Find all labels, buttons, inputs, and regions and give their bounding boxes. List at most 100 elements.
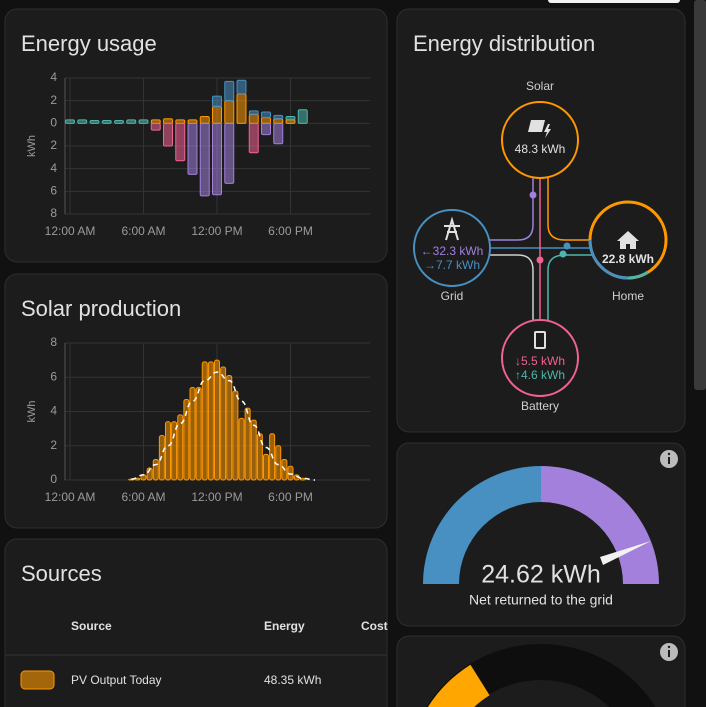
info-icon[interactable] <box>660 450 678 468</box>
home-node-segment <box>627 270 649 280</box>
gauge-segment <box>541 466 659 584</box>
battery-icon <box>534 331 546 349</box>
solar-node[interactable] <box>501 101 579 179</box>
y-tick-label: 2 <box>50 93 57 107</box>
bar <box>171 421 178 481</box>
card-title: Energy usage <box>21 31 157 56</box>
bar <box>199 116 210 124</box>
grid-node[interactable] <box>413 209 491 287</box>
home-icon <box>617 231 639 249</box>
y-tick-label: 8 <box>50 335 57 349</box>
bar <box>138 119 149 124</box>
bar <box>236 79 247 95</box>
bar <box>285 116 296 121</box>
bar <box>224 100 235 124</box>
bar <box>224 122 235 184</box>
bar <box>201 361 208 481</box>
bar <box>150 119 161 124</box>
info-icon[interactable] <box>660 643 678 661</box>
x-tick-label: 12:00 PM <box>191 224 242 238</box>
bar <box>101 120 112 124</box>
bar <box>273 118 284 124</box>
bar <box>285 119 296 124</box>
bar <box>261 117 271 124</box>
solar-icon <box>528 120 551 138</box>
bar <box>214 359 220 481</box>
flow-dot <box>563 242 571 250</box>
gauge-segment <box>427 664 491 707</box>
bar <box>152 458 159 481</box>
y-axis-label: kWh <box>26 135 38 157</box>
x-tick-label: 6:00 PM <box>268 490 313 504</box>
top-element[interactable] <box>548 0 680 3</box>
bar <box>77 119 88 124</box>
bar <box>275 445 282 481</box>
bar <box>65 119 75 124</box>
bar <box>212 105 222 124</box>
bar <box>248 122 259 154</box>
bar <box>248 113 259 124</box>
y-tick-label: 0 <box>50 116 57 130</box>
grid-icon <box>444 216 460 241</box>
home-node-segment <box>588 239 629 280</box>
x-tick-label: 12:00 PM <box>191 490 242 504</box>
gauge-card <box>396 442 686 627</box>
node-value: →7.7 kWh <box>424 258 480 272</box>
bar <box>150 122 161 131</box>
x-tick-label: 6:00 PM <box>268 224 313 238</box>
y-tick-label: 8 <box>50 206 57 220</box>
bar <box>126 119 137 124</box>
source-color <box>20 670 55 690</box>
x-tick-label: 6:00 AM <box>121 224 165 238</box>
bar <box>114 120 124 124</box>
node-value: ↓5.5 kWh <box>515 354 565 368</box>
flow-dot <box>529 191 537 199</box>
bar <box>261 111 271 119</box>
bar <box>163 122 173 147</box>
column-header: Source <box>71 619 112 633</box>
bar <box>287 465 294 481</box>
y-axis-label: kWh <box>26 401 38 423</box>
energy-distribution-card <box>396 8 686 433</box>
gauge-value: 24.62 kWh <box>481 561 601 589</box>
bar <box>158 434 165 481</box>
bar <box>189 387 196 481</box>
gauge-track <box>426 644 656 707</box>
bar <box>195 387 202 481</box>
bar <box>212 95 222 107</box>
node-value: 48.3 kWh <box>515 142 566 156</box>
card-title: Sources <box>21 561 102 586</box>
bar <box>236 93 247 124</box>
card-title: Solar production <box>21 296 181 321</box>
bar <box>263 453 269 481</box>
bar <box>89 120 100 124</box>
bar <box>177 414 184 481</box>
bar <box>220 366 227 481</box>
bar <box>250 419 257 481</box>
bar <box>199 122 210 197</box>
bar <box>273 122 284 145</box>
x-tick-label: 12:00 AM <box>45 490 96 504</box>
bar <box>165 421 171 481</box>
energy-usage-chart: 4 2 0 2 4 6 8 12:00 AM 6:00 AM 12:00 PM 6:00 PM kWh <box>26 70 370 238</box>
node-value: ↑4.6 kWh <box>515 368 565 382</box>
solar-production-chart: 0 2 4 6 8 12:00 AM 6:00 AM 12:00 PM 6:00 PM kWh <box>26 335 370 504</box>
bar <box>175 119 186 124</box>
bar <box>261 122 271 136</box>
source-energy: 48.35 kWh <box>264 673 321 687</box>
node-value: ←32.3 kWh <box>421 244 484 258</box>
y-tick-label: 2 <box>50 138 57 152</box>
bar <box>175 122 186 162</box>
column-header: Cost <box>361 619 388 633</box>
y-tick-label: 4 <box>50 404 57 418</box>
source-name: PV Output Today <box>71 673 162 687</box>
battery-node[interactable] <box>501 319 579 397</box>
bar <box>226 375 233 481</box>
bar <box>273 114 284 120</box>
x-tick-label: 6:00 AM <box>121 490 165 504</box>
y-tick-label: 2 <box>50 438 57 452</box>
bar <box>187 122 198 175</box>
bar <box>183 399 190 481</box>
scrollbar[interactable] <box>694 0 706 390</box>
